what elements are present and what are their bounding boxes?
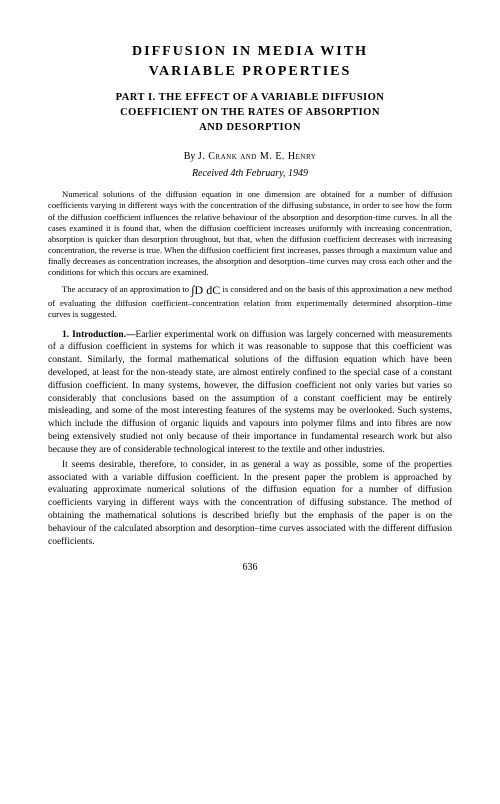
paper-page: DIFFUSION IN MEDIA WITH VARIABLE PROPERT…: [0, 0, 500, 603]
abstract-p2-a: The accuracy of an approximation to: [62, 284, 191, 294]
paper-title: DIFFUSION IN MEDIA WITH VARIABLE PROPERT…: [48, 42, 452, 81]
by-prefix: By: [184, 151, 198, 162]
abstract: Numerical solutions of the diffusion equ…: [48, 189, 452, 320]
body-p1-text: Earlier experimental work on diffusion w…: [48, 330, 452, 455]
paper-subtitle: PART I. THE EFFECT OF A VARIABLE DIFFUSI…: [48, 91, 452, 135]
abstract-paragraph-2: The accuracy of an approximation to ∫D d…: [48, 283, 452, 321]
section-heading: 1. Introduction.—: [62, 330, 136, 340]
byline: By J. Crank and M. E. Henry: [48, 151, 452, 162]
subtitle-line-3: AND DESORPTION: [199, 122, 301, 133]
received-date: Received 4th February, 1949: [48, 168, 452, 179]
body-paragraph-1: 1. Introduction.—Earlier experimental wo…: [48, 329, 452, 457]
authors: J. Crank and M. E. Henry: [198, 151, 316, 162]
body-text: 1. Introduction.—Earlier experimental wo…: [48, 329, 452, 549]
subtitle-line-2: COEFFICIENT ON THE RATES OF ABSORPTION: [120, 107, 380, 118]
abstract-paragraph-1: Numerical solutions of the diffusion equ…: [48, 189, 452, 278]
title-line-2: VARIABLE PROPERTIES: [149, 64, 352, 79]
body-paragraph-2: It seems desirable, therefore, to consid…: [48, 459, 452, 549]
title-line-1: DIFFUSION IN MEDIA WITH: [132, 44, 368, 59]
page-number: 636: [48, 562, 452, 573]
subtitle-line-1: PART I. THE EFFECT OF A VARIABLE DIFFUSI…: [116, 92, 385, 103]
integral-expression: ∫D dC: [191, 283, 220, 297]
